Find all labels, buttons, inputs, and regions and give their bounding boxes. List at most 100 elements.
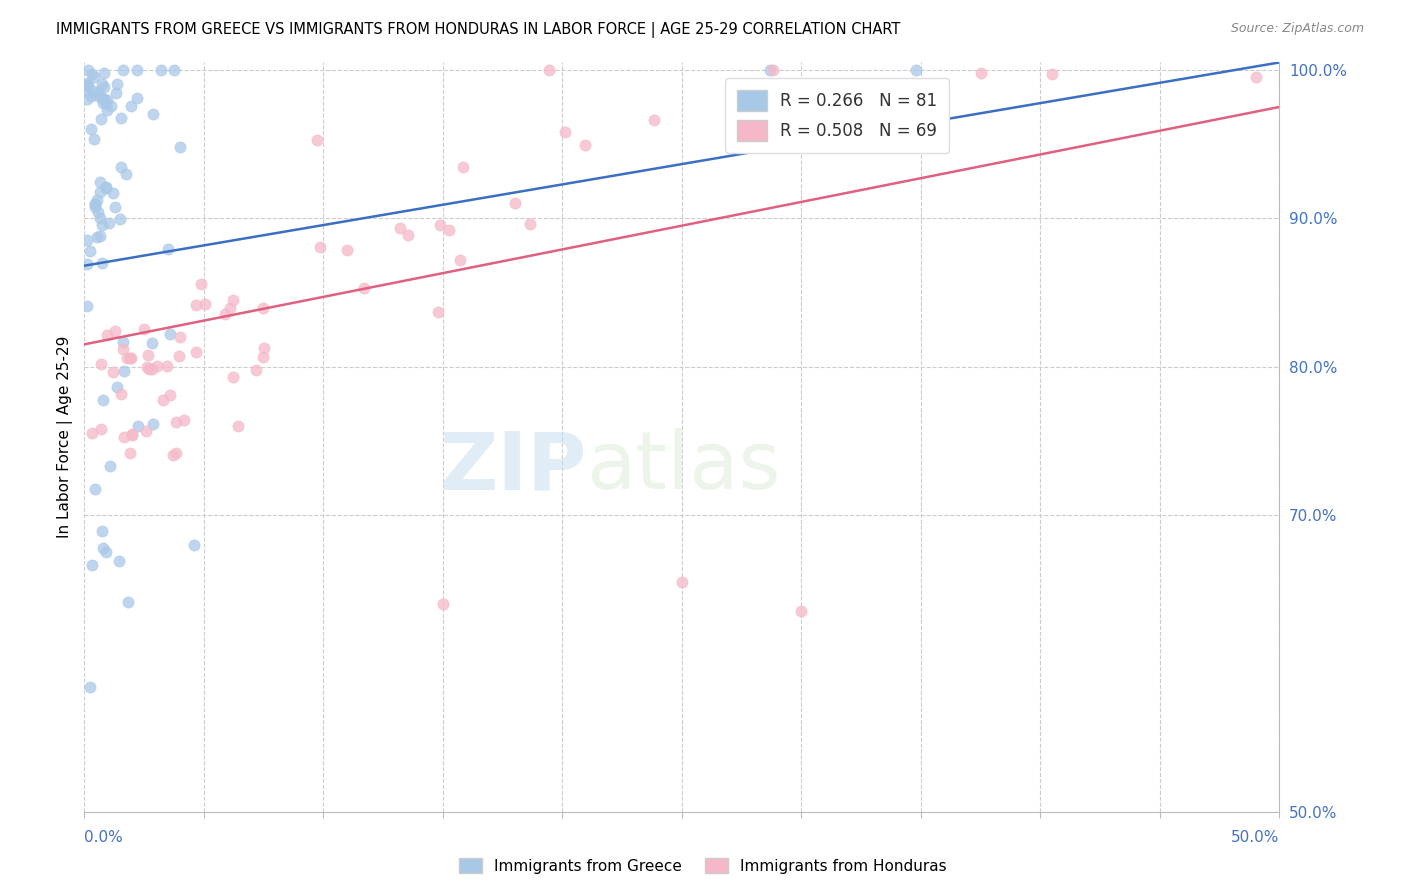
Point	[91, 96, 114, 111]
Point	[336, 243, 359, 257]
Point	[173, 413, 195, 427]
Point	[89, 211, 111, 225]
Point	[84, 196, 107, 211]
Point	[76, 76, 98, 90]
Point	[98, 458, 121, 473]
Point	[574, 137, 596, 152]
Point	[759, 62, 782, 77]
Point	[104, 324, 127, 338]
Point	[93, 66, 115, 80]
Point	[76, 299, 98, 313]
Point	[86, 193, 108, 207]
Point	[214, 307, 236, 321]
Point	[141, 361, 163, 376]
Point	[790, 604, 813, 618]
Point	[93, 92, 115, 106]
Point	[305, 133, 328, 147]
Point	[159, 327, 181, 342]
Point	[429, 218, 451, 232]
Point	[120, 351, 142, 365]
Text: 50.0%: 50.0%	[1232, 830, 1279, 845]
Point	[96, 93, 118, 107]
Point	[87, 85, 110, 99]
Point	[110, 111, 132, 125]
Point	[96, 103, 118, 117]
Point	[121, 426, 143, 441]
Point	[252, 301, 274, 315]
Point	[91, 392, 114, 407]
Point	[97, 216, 120, 230]
Point	[86, 230, 108, 244]
Point	[93, 541, 115, 555]
Point	[94, 96, 117, 111]
Point	[90, 91, 112, 105]
Y-axis label: In Labor Force | Age 25-29: In Labor Force | Age 25-29	[58, 336, 73, 538]
Point	[186, 345, 208, 359]
Point	[226, 419, 249, 434]
Point	[104, 200, 127, 214]
Point	[83, 482, 105, 496]
Point	[553, 125, 575, 139]
Point	[970, 66, 993, 80]
Point	[120, 99, 142, 113]
Point	[120, 446, 142, 460]
Point	[159, 388, 181, 402]
Point	[134, 322, 156, 336]
Point	[162, 448, 184, 462]
Point	[112, 335, 135, 350]
Point	[519, 217, 541, 231]
Point	[100, 98, 122, 112]
Text: atlas: atlas	[586, 428, 780, 506]
Point	[108, 211, 131, 226]
Point	[127, 62, 149, 77]
Point	[115, 167, 138, 181]
Point	[76, 78, 98, 92]
Point	[396, 228, 419, 243]
Point	[89, 185, 111, 199]
Point	[115, 351, 138, 365]
Point	[309, 240, 332, 254]
Point	[150, 62, 173, 77]
Point	[1244, 70, 1267, 85]
Point	[86, 205, 108, 219]
Point	[135, 424, 157, 438]
Point	[169, 349, 191, 363]
Point	[76, 92, 98, 106]
Point	[83, 70, 105, 84]
Point	[79, 680, 101, 694]
Point	[80, 426, 103, 441]
Point	[76, 234, 98, 248]
Point	[165, 415, 187, 429]
Point	[90, 112, 112, 126]
Point	[93, 80, 115, 95]
Point	[112, 62, 135, 77]
Point	[222, 369, 245, 384]
Point	[142, 107, 165, 121]
Point	[91, 77, 114, 91]
Point	[80, 67, 103, 81]
Point	[125, 91, 148, 105]
Point	[1042, 67, 1064, 81]
Point	[762, 62, 785, 77]
Point	[427, 305, 450, 319]
Point	[183, 537, 205, 551]
Point	[89, 229, 111, 244]
Point	[105, 380, 128, 394]
Point	[165, 445, 187, 459]
Point	[169, 330, 191, 344]
Point	[156, 359, 179, 373]
Point	[80, 89, 103, 103]
Point	[135, 359, 157, 374]
Point	[733, 90, 755, 104]
Point	[90, 422, 112, 436]
Point	[77, 78, 100, 92]
Point	[91, 255, 114, 269]
Text: ZIP: ZIP	[439, 428, 586, 506]
Point	[84, 197, 107, 211]
Point	[503, 195, 526, 210]
Point	[87, 88, 110, 103]
Point	[83, 132, 105, 146]
Point	[194, 297, 217, 311]
Point	[111, 342, 134, 356]
Point	[138, 362, 160, 376]
